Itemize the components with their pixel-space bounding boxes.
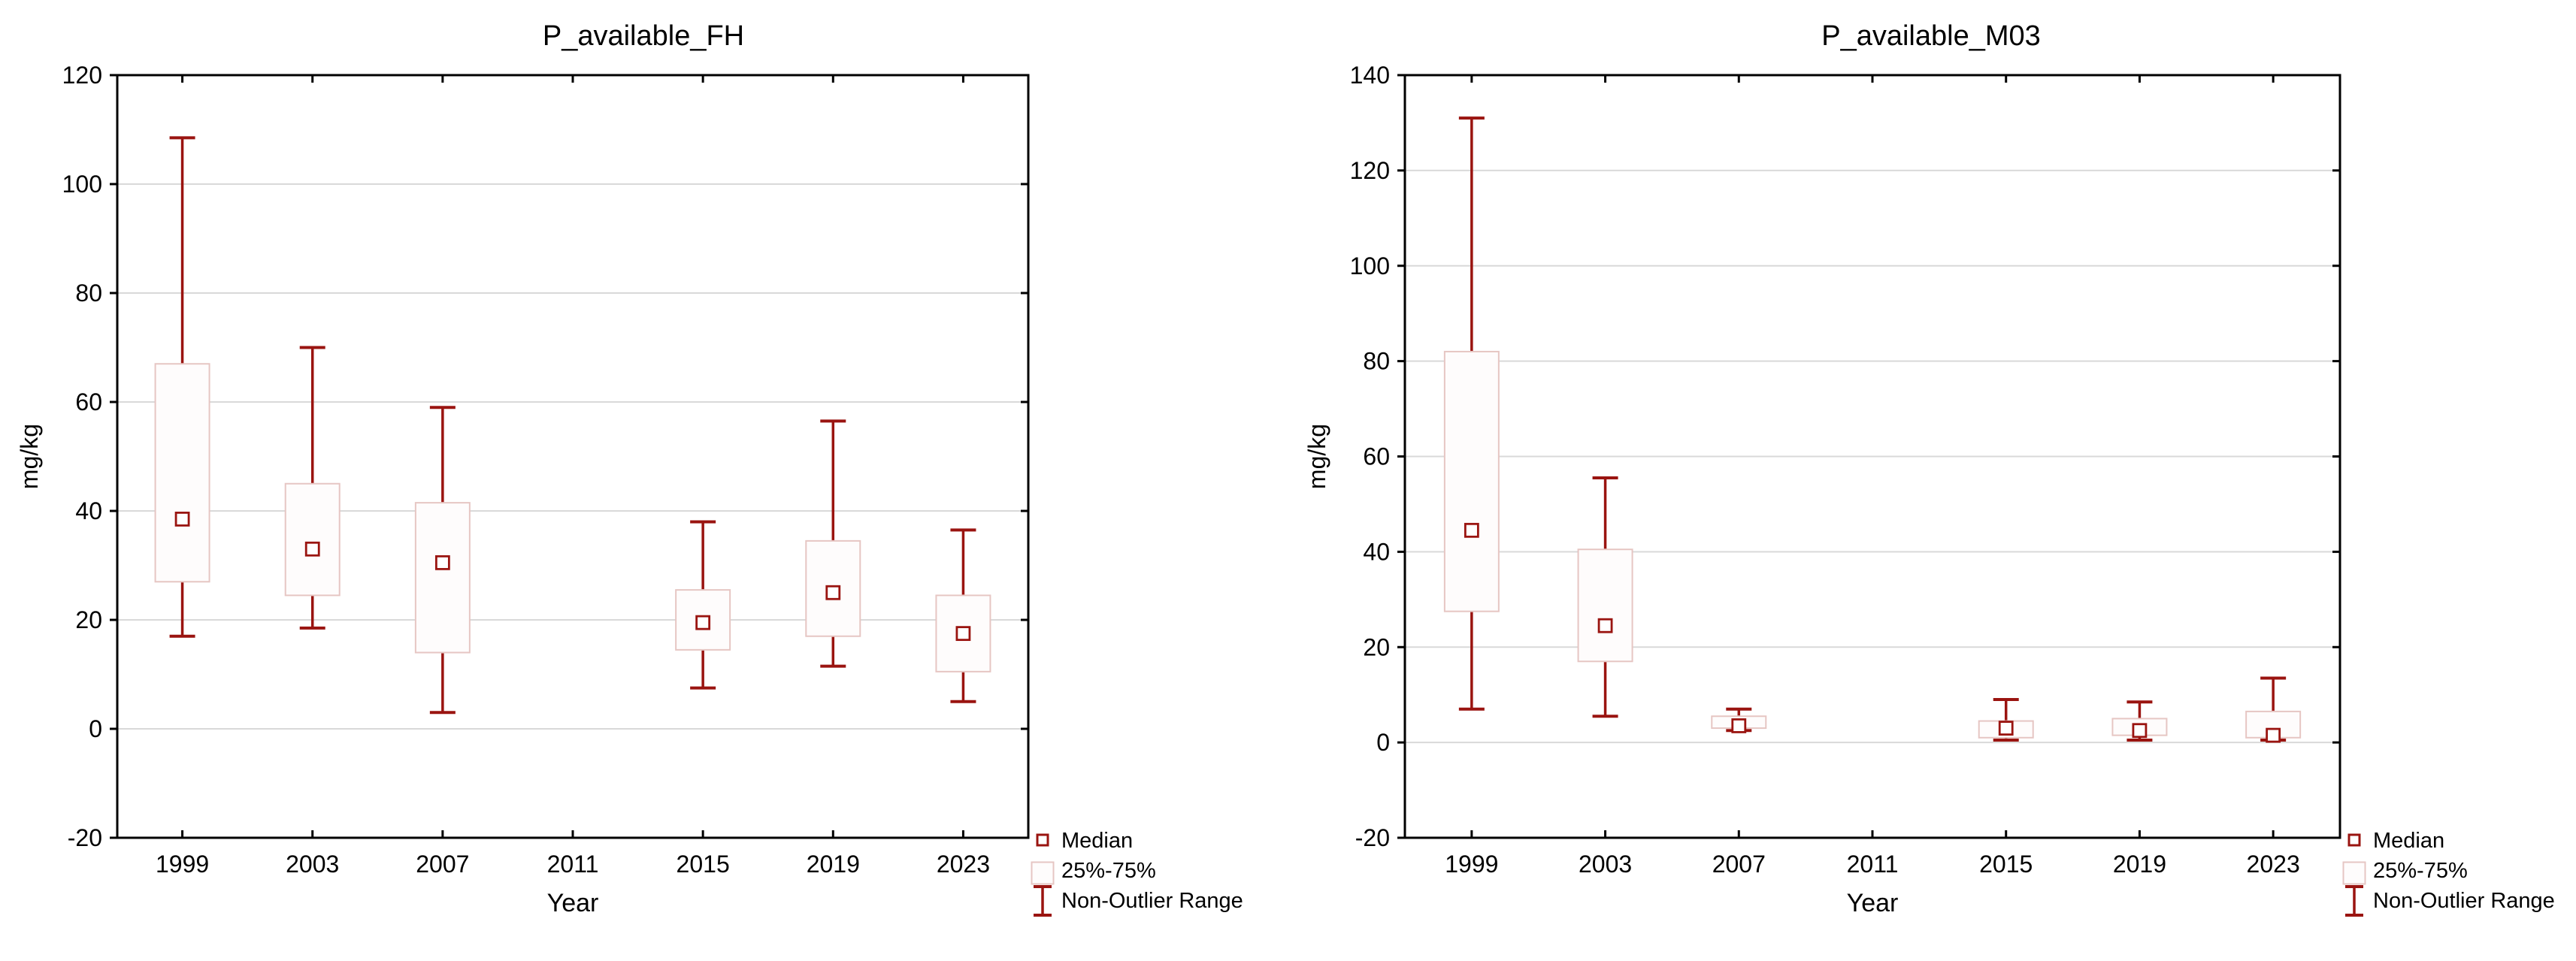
median-marker	[1731, 718, 1747, 733]
y-tick-label: 120	[1350, 157, 1390, 184]
boxplot-svg-1: P_available_M03 -20 0 20 40 60 80 100 120 140 1999…	[1303, 20, 2555, 917]
chart-title: P_available_M03	[1821, 20, 2041, 52]
x-axis-label: Year	[547, 889, 599, 917]
y-tick-label: 80	[75, 280, 102, 307]
box-group-2019	[2111, 700, 2168, 742]
legend: Median 25%-75% Non-Outlier Range	[2342, 829, 2555, 917]
y-tick-label: 60	[75, 388, 102, 416]
median-marker-icon	[2347, 833, 2361, 847]
x-tick-label-2011: 2011	[547, 851, 599, 878]
box-group-2023	[2245, 676, 2302, 743]
median-marker	[174, 511, 190, 527]
boxplot-svg-0: P_available_FH -20 0 20 40 60 80 100 120 1999 2003…	[16, 20, 1243, 917]
non-outlier-range-icon	[2345, 885, 2363, 917]
median-marker	[955, 626, 971, 642]
x-tick-label-2019: 2019	[2113, 851, 2166, 878]
legend-label-2: Non-Outlier Range	[2373, 889, 2555, 913]
y-tick-label: 120	[62, 62, 102, 89]
y-axis-label: mg/kg	[1303, 424, 1330, 489]
median-marker	[2266, 727, 2281, 743]
y-tick-label: -20	[68, 824, 102, 851]
iqr-box	[284, 482, 341, 597]
y-tick-label: 80	[1363, 348, 1390, 375]
box-group-1999	[154, 136, 210, 638]
box-group-1999	[1443, 116, 1500, 711]
y-tick-label: 100	[1350, 252, 1390, 280]
box-group-2015	[1978, 698, 2034, 742]
iqr-box	[154, 363, 210, 583]
median-marker	[825, 585, 841, 600]
legend-label-2: Non-Outlier Range	[1061, 889, 1243, 913]
x-tick-label-2007: 2007	[1712, 851, 1766, 878]
x-tick-label-2019: 2019	[807, 851, 860, 878]
legend-label-1: 25%-75%	[1061, 859, 1156, 883]
x-tick-label-2023: 2023	[937, 851, 990, 878]
chart-title: P_available_FH	[543, 20, 744, 52]
x-tick-label-2011: 2011	[1847, 851, 1899, 878]
y-tick-label: -20	[1355, 824, 1390, 851]
iqr-box	[1577, 548, 1633, 663]
iqr-box-icon	[2342, 861, 2366, 885]
median-marker	[2132, 723, 2148, 739]
x-tick-label-2023: 2023	[2247, 851, 2300, 878]
x-tick-label-2007: 2007	[416, 851, 469, 878]
median-marker	[304, 541, 320, 557]
median-marker	[1998, 721, 2014, 736]
y-tick-label: 100	[62, 171, 102, 198]
median-marker	[434, 555, 450, 570]
median-marker	[695, 615, 711, 630]
y-tick-label: 40	[1363, 538, 1390, 565]
y-axis-label: mg/kg	[16, 424, 43, 489]
legend-label-1: 25%-75%	[2373, 859, 2468, 883]
x-tick-label-2015: 2015	[677, 851, 730, 878]
chart-figure-p-available-fh: P_available_FH -20 0 20 40 60 80 100 120 1999 2003…	[16, 20, 1243, 917]
y-tick-label: 40	[75, 497, 102, 524]
y-tick-label: 60	[1363, 443, 1390, 470]
box-group-2003	[284, 346, 341, 630]
x-axis-label: Year	[1847, 889, 1899, 917]
median-marker-icon	[1036, 833, 1049, 847]
y-tick-label: 20	[75, 606, 102, 633]
x-tick-label-2003: 2003	[286, 851, 339, 878]
x-tick-label-1999: 1999	[1445, 851, 1498, 878]
x-tick-label-2003: 2003	[1579, 851, 1632, 878]
y-tick-label: 0	[89, 715, 102, 742]
box-group-2019	[805, 419, 861, 668]
box-group-2023	[935, 528, 991, 703]
chart-figure-p-available-m03: P_available_M03 -20 0 20 40 60 80 100 120 140 1999…	[1288, 0, 2575, 961]
iqr-box-icon	[1031, 861, 1055, 885]
median-marker	[1464, 522, 1479, 538]
non-outlier-range-icon	[1034, 885, 1052, 917]
median-marker	[1597, 618, 1613, 633]
legend-label-0: Median	[2373, 829, 2444, 853]
box-group-2007	[414, 406, 471, 715]
box-group-2015	[675, 520, 731, 690]
box-group-2003	[1577, 476, 1633, 718]
legend: Median 25%-75% Non-Outlier Range	[1031, 829, 1243, 917]
x-tick-label-1999: 1999	[156, 851, 209, 878]
plot-border	[116, 74, 1030, 839]
y-tick-label: 0	[1376, 729, 1390, 756]
iqr-box	[414, 502, 471, 654]
x-tick-label-2015: 2015	[1979, 851, 2033, 878]
box-group-2007	[1711, 707, 1767, 733]
legend-label-0: Median	[1061, 829, 1133, 853]
iqr-box	[1443, 350, 1500, 612]
iqr-box	[935, 594, 991, 672]
y-tick-label: 20	[1363, 633, 1390, 660]
y-tick-label: 140	[1350, 62, 1390, 89]
